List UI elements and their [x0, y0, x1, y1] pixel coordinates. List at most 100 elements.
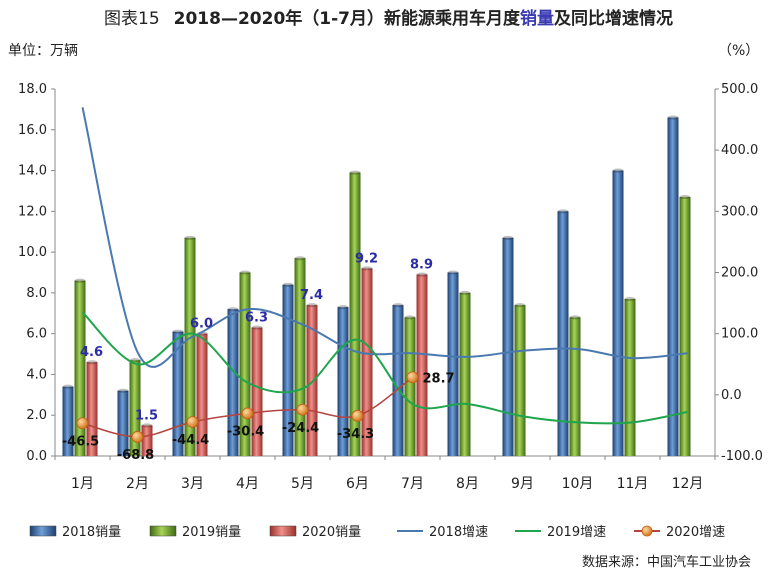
bar-2018: [392, 305, 404, 456]
legend-label: 2018增速: [429, 525, 488, 540]
bar-2018-cap: [62, 384, 74, 389]
x-tick-label: 2月: [126, 476, 149, 492]
bar-2019: [294, 258, 306, 456]
title-tail: 及同比增速情况: [553, 9, 673, 29]
bar-2019-cap: [239, 270, 251, 275]
marker-2020-growth: [186, 416, 199, 428]
left-tick-label: 0.0: [26, 449, 47, 464]
bar-2018: [447, 272, 459, 456]
bar-2019: [569, 317, 581, 456]
legend: 2018销量 2019销量 2020销量 2018增速 2019增速 2020增速: [29, 525, 725, 540]
bar-2018-cap: [172, 329, 184, 334]
label-2020-growth: -34.3: [337, 427, 374, 442]
marker-2020-growth: [351, 409, 364, 422]
legend-label: 2019销量: [182, 525, 241, 540]
bar-2019: [679, 197, 691, 457]
bar-2018: [172, 331, 184, 456]
label-2020-growth: -44.4: [172, 433, 209, 448]
bar-2018: [282, 284, 294, 456]
bar-2019: [514, 305, 526, 456]
legend-label: 2018销量: [62, 525, 121, 540]
line-2018-growth: [81, 107, 688, 368]
label-2020-growth: 28.7: [423, 371, 455, 386]
bar-2020-cap: [416, 272, 428, 277]
left-tick-label: 14.0: [18, 164, 47, 179]
bar-2018: [502, 237, 514, 456]
label-2020-sales: 6.0: [190, 317, 213, 332]
x-tick-label: 6月: [346, 476, 369, 492]
bar-2019-cap: [74, 278, 86, 283]
bar-2019: [404, 317, 416, 456]
bar-2020: [416, 274, 428, 456]
bar-2018: [557, 211, 569, 456]
bar-2020-cap: [306, 303, 318, 308]
bar-2019: [624, 299, 636, 456]
legend-label: 2020销量: [302, 525, 361, 540]
x-tick-label: 12月: [672, 476, 704, 492]
bar-2019-cap: [514, 303, 526, 308]
title-highlight: 销量: [519, 9, 554, 29]
right-axis-unit-label: （%）: [718, 43, 760, 59]
bar-2018-cap: [337, 305, 349, 310]
label-2020-sales: 1.5: [135, 408, 158, 423]
bar-2018-cap: [612, 168, 624, 173]
bar-2018-cap: [557, 209, 569, 214]
bar-2019-cap: [184, 235, 196, 240]
line-2019-growth: [81, 311, 688, 425]
legend-label: 2020增速: [666, 525, 725, 540]
bar-2019: [74, 280, 86, 456]
bar-2020-cap: [141, 423, 153, 428]
x-tick-label: 7月: [401, 476, 424, 492]
x-tick-label: 5月: [291, 476, 314, 492]
right-tick-label: 100.0: [721, 327, 758, 342]
left-tick-label: 10.0: [18, 245, 47, 260]
bar-2018: [117, 390, 129, 456]
left-tick-label: 12.0: [18, 204, 47, 219]
bar-2018-cap: [282, 282, 294, 287]
legend-marker: [641, 525, 653, 537]
bar-2018: [227, 309, 239, 456]
label-2020-growth: -68.8: [117, 448, 154, 463]
label-2020-sales: 4.6: [80, 345, 103, 360]
bar-2018: [667, 117, 679, 457]
data-source: 数据来源：中国汽车工业协会: [582, 555, 752, 570]
bar-2019-cap: [349, 170, 361, 175]
x-tick-label: 3月: [181, 476, 204, 492]
bar-2018-cap: [447, 270, 459, 275]
marker-2020-growth: [131, 431, 144, 443]
label-2020-sales: 9.2: [355, 251, 378, 266]
marker-2020-growth: [296, 403, 309, 416]
bar-2019: [239, 272, 251, 456]
data-labels: 4.6 1.5 6.0 6.3 7.4 9.2 8.9 -46.5 -68.8 -44.4 -30.…: [62, 251, 455, 462]
right-tick-label: 0.0: [721, 388, 742, 403]
left-tick-label: 16.0: [18, 123, 47, 138]
bar-2020: [141, 425, 153, 456]
bar-2019-cap: [459, 290, 471, 295]
label-2020-growth: -24.4: [282, 421, 319, 436]
bar-2020: [361, 268, 373, 456]
bar-2018: [337, 307, 349, 456]
bar-2019-cap: [404, 315, 416, 320]
right-tick-label: 500.0: [721, 82, 758, 97]
bar-2018: [62, 386, 74, 456]
right-tick-label: -100.0: [721, 449, 763, 464]
bar-2019: [129, 360, 141, 456]
x-tick-label: 8月: [456, 476, 479, 492]
bar-2018-cap: [117, 388, 129, 393]
left-tick-label: 4.0: [26, 367, 47, 382]
legend-swatch: [269, 525, 297, 537]
marker-2020-growth: [241, 407, 254, 420]
left-tick-label: 2.0: [26, 408, 47, 423]
legend-swatch: [149, 525, 177, 537]
label-2020-sales: 8.9: [410, 258, 433, 273]
label-2020-sales: 7.4: [300, 288, 323, 303]
bar-2019-cap: [569, 315, 581, 320]
label-2020-sales: 6.3: [245, 311, 268, 326]
bar-2019: [349, 172, 361, 456]
figure-number: 图表15: [104, 9, 160, 29]
growth-lines: [76, 107, 688, 443]
left-axis-unit-label: 单位：万辆: [8, 43, 78, 59]
bar-2019: [459, 292, 471, 456]
title-main: 2018—2020年（1-7月）新能源乘用车月度: [173, 9, 520, 29]
